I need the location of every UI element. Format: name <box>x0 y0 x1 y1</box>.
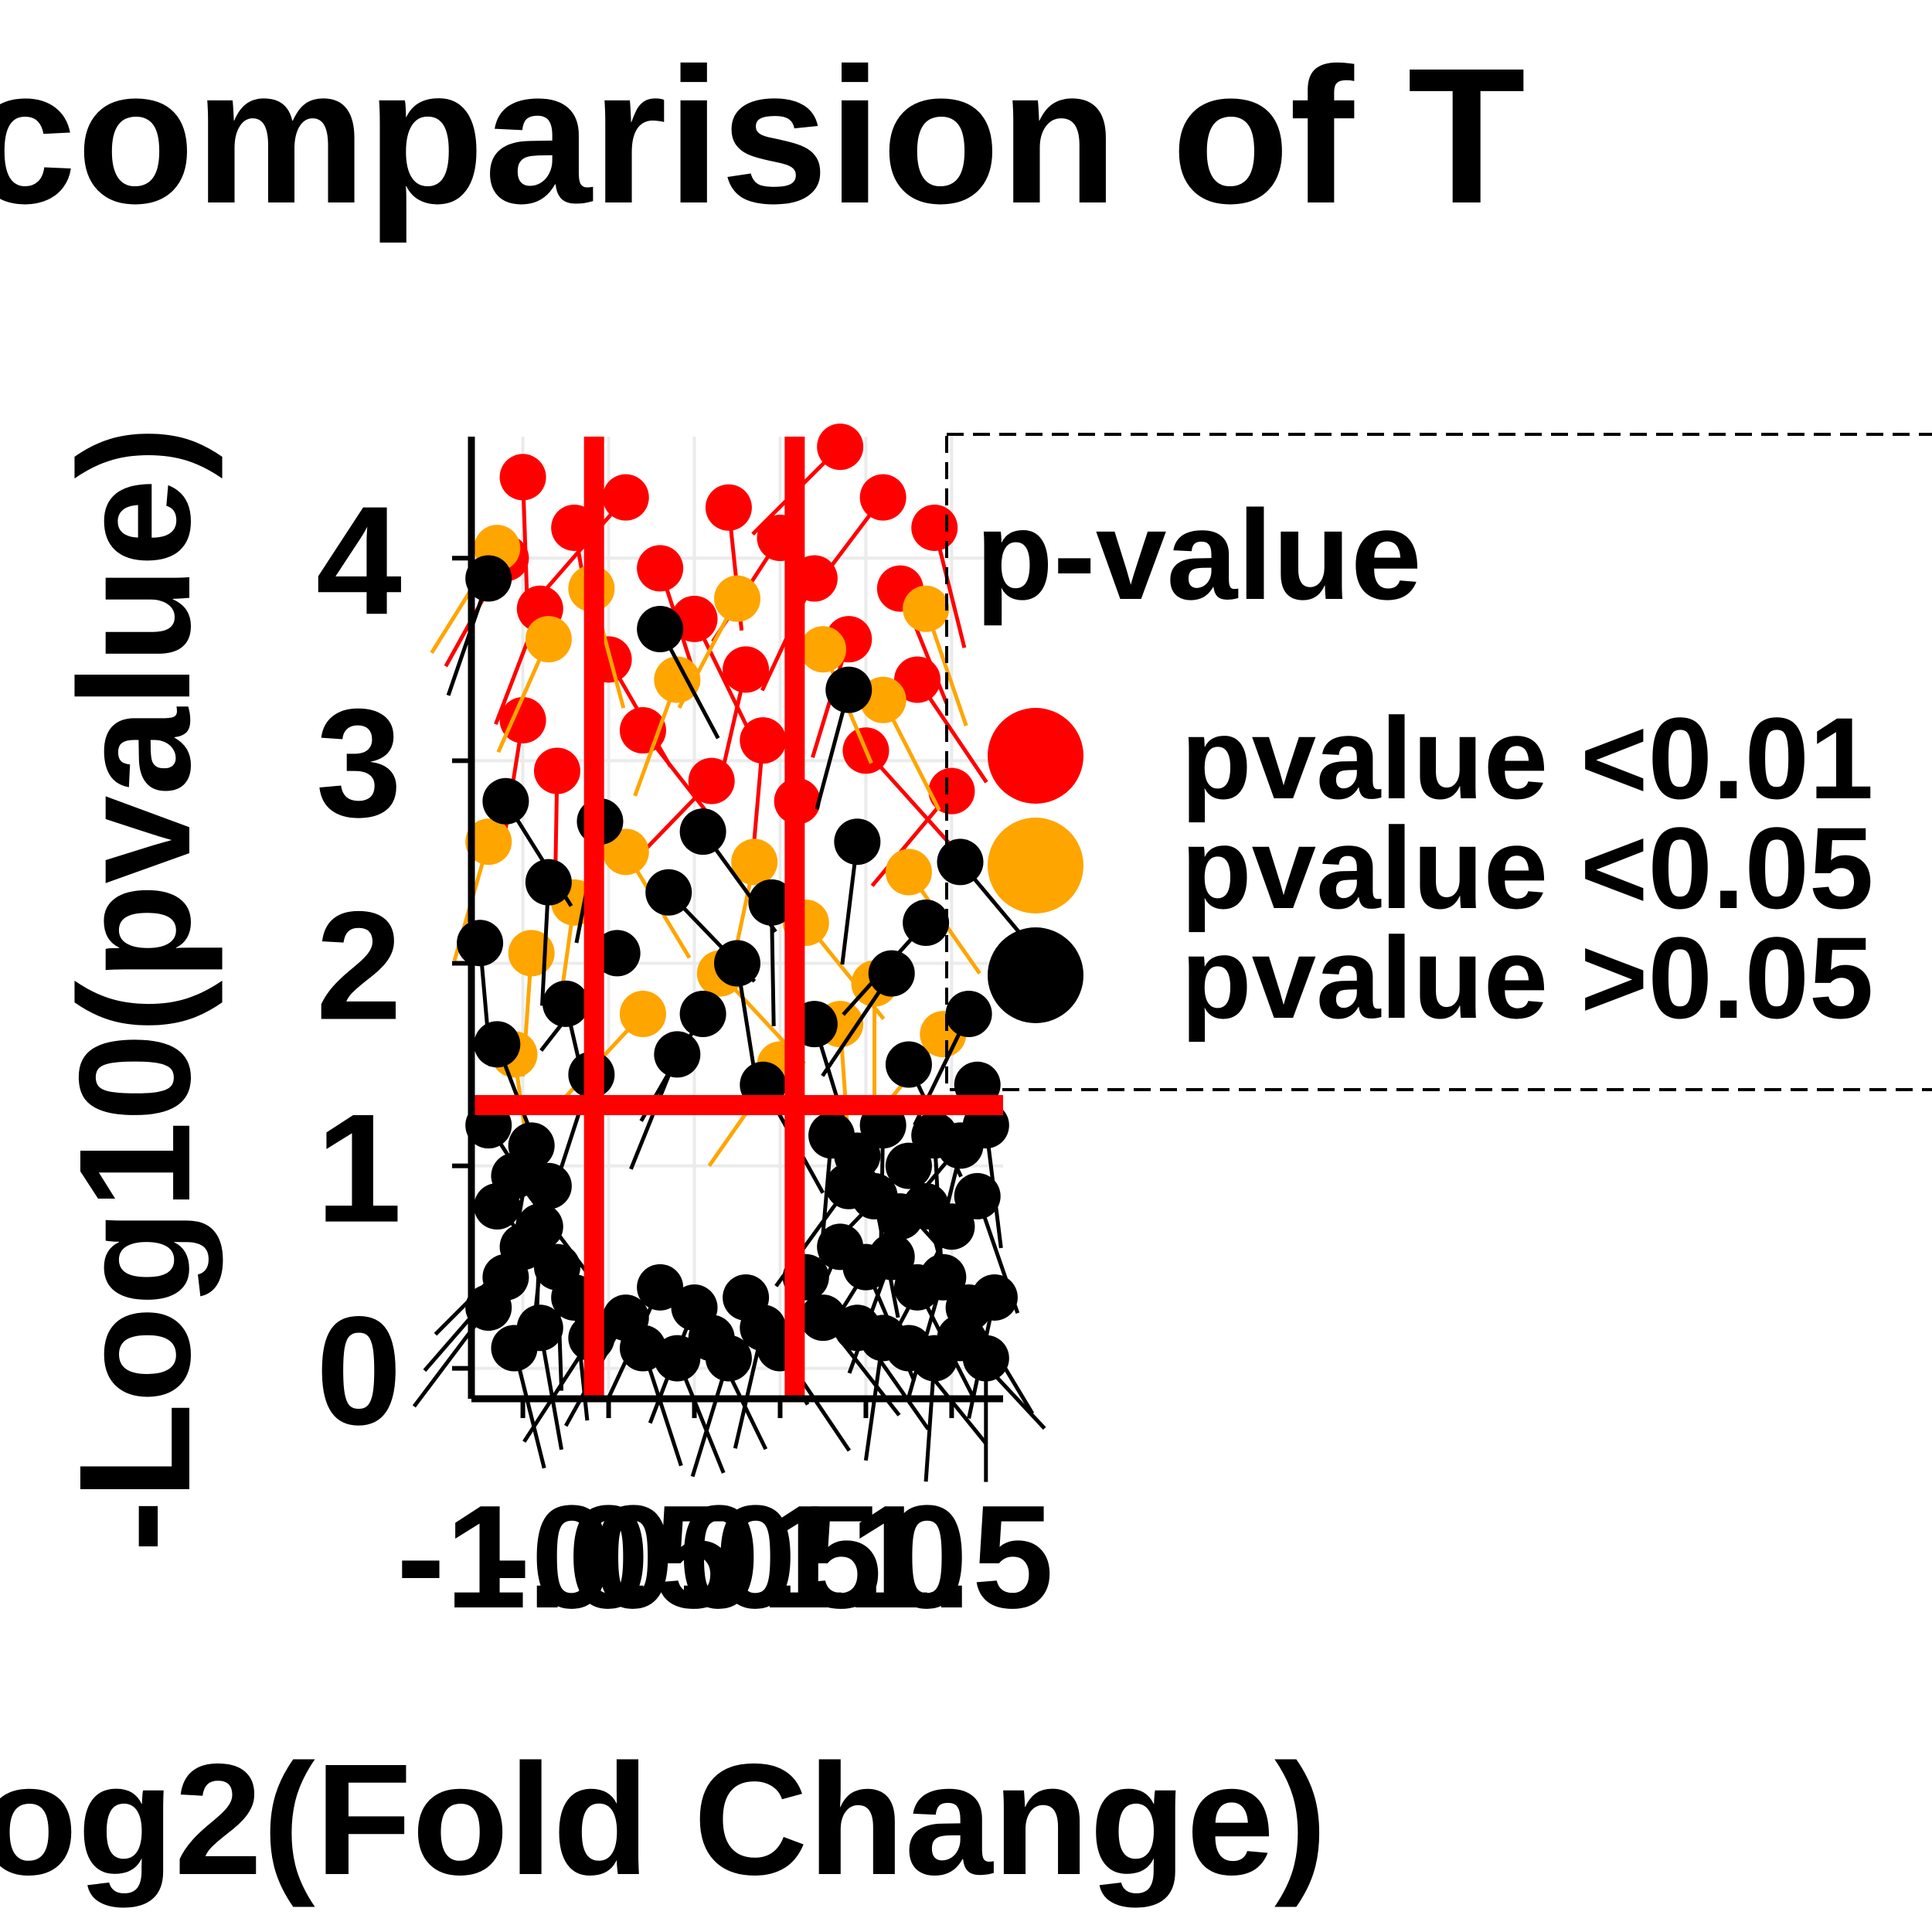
label-connector-s2-36 <box>412 1306 491 1408</box>
y-axis-label: -Log10(pvalue) <box>46 426 223 1553</box>
label-connector-s2-8 <box>540 882 551 1006</box>
x-tick-labels: -1.0-0.50.00.51.01.5 <box>396 1399 1053 1639</box>
label-connector-s2-10 <box>769 902 776 1026</box>
label-connector-s0-7 <box>932 527 967 648</box>
data-point-s0-22 <box>533 747 580 794</box>
label-connector-s1-4 <box>496 638 551 753</box>
x-tick-label-5: 1.5 <box>849 1475 1053 1639</box>
x-tick-label-3: 0.5 <box>678 1475 882 1639</box>
y-tick-label-1: 1 <box>316 1083 402 1255</box>
label-connector-s2-41 <box>641 1347 683 1467</box>
legend-swatch-1 <box>988 818 1083 913</box>
label-connector-s1-6 <box>633 679 679 797</box>
label-connector-s0-21 <box>864 749 951 844</box>
label-connector-s2-37 <box>538 1327 564 1451</box>
y-tick-label-4: 4 <box>316 474 402 647</box>
legend-box <box>945 433 1932 1091</box>
label-connector-s2-44 <box>648 1307 696 1424</box>
legend-label-0: pvalue <0.01 <box>1181 693 1873 823</box>
x-tick-label-2: 0.0 <box>592 1475 796 1639</box>
label-connector-s0-17 <box>915 679 988 784</box>
legend-title: p-value <box>975 484 1422 626</box>
label-connector-s1-3 <box>923 607 968 726</box>
y-tick-labels: 0 1 2 3 4 <box>316 474 471 1458</box>
x-tick-label-1: -0.5 <box>482 1475 735 1639</box>
label-connector-s2-6 <box>840 841 859 965</box>
label-connector-s2-38 <box>522 1337 594 1443</box>
label-connector-s1-7 <box>881 699 941 811</box>
threshold-lines <box>471 437 1003 1399</box>
legend-swatch-0 <box>988 708 1083 804</box>
axes <box>468 437 1003 1403</box>
label-connector-s0-13 <box>692 617 750 731</box>
label-connector-s2-42 <box>606 1286 662 1400</box>
label-connector-s2-43 <box>675 1357 726 1474</box>
y-tick-label-3: 3 <box>316 677 402 849</box>
label-connector-s2-46 <box>690 1357 731 1478</box>
x-tick-label-4: 1.0 <box>764 1475 968 1639</box>
legend-swatch-2 <box>988 927 1083 1023</box>
label-connector-s2-75 <box>923 1358 937 1482</box>
label-connector-s0-1 <box>521 477 529 601</box>
y-tick-label-0: 0 <box>316 1285 402 1458</box>
x-axis-label: og2(Fold Change) <box>0 1731 1327 1908</box>
chart-title: comparision of T <box>0 28 1526 243</box>
label-connector-s2-1 <box>658 628 720 740</box>
label-connector-s2-39 <box>512 1347 546 1469</box>
legend-label-2: pvalue >0.05 <box>1181 913 1873 1043</box>
y-tick-label-2: 2 <box>316 879 402 1052</box>
label-connector-s2-15 <box>821 972 893 1077</box>
legend-label-1: pvalue <0.05 <box>1181 803 1873 933</box>
x-tick-label-0: -1.0 <box>396 1475 649 1639</box>
label-connector-s2-2 <box>815 689 851 810</box>
